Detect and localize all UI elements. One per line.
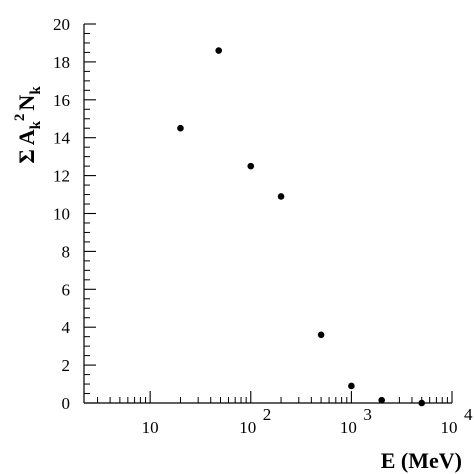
- x-tick-label: 10: [239, 418, 256, 437]
- x-axis-title: E (MeV): [381, 448, 462, 473]
- y-tick-label: 16: [53, 91, 70, 110]
- y-label-sup-2: 2: [12, 114, 28, 122]
- data-points: [177, 47, 426, 407]
- y-tick-label: 2: [62, 356, 71, 375]
- data-point: [418, 399, 426, 407]
- y-tick-label: 10: [53, 205, 70, 224]
- y-axis-ticks: 0 2 4 6 8 10 12 14 16 18 20: [53, 15, 96, 413]
- y-tick-label: 18: [53, 53, 70, 72]
- y-label-sub-k2: k: [28, 86, 44, 95]
- y-tick-label: 6: [62, 280, 71, 299]
- data-point: [348, 382, 355, 390]
- y-tick-label: 0: [62, 394, 71, 413]
- y-label-n: N: [14, 95, 39, 111]
- data-point: [277, 193, 285, 200]
- x-tick-exponent: 3: [363, 405, 372, 424]
- y-tick-label: 20: [53, 15, 70, 34]
- y-tick-label: 4: [62, 318, 71, 337]
- x-tick-label: 10: [441, 418, 458, 437]
- x-tick-label: 10: [340, 418, 357, 437]
- data-point: [378, 396, 385, 404]
- x-tick-label: 10: [142, 418, 159, 437]
- y-tick-label: 12: [53, 167, 70, 186]
- plot-frame: [83, 24, 452, 404]
- y-tick-label: 8: [62, 242, 71, 261]
- y-label-sigma: Σ: [14, 149, 39, 163]
- y-label-a: A: [14, 129, 39, 145]
- x-axis-ticks: 10 10 2 10 3 10 4: [97, 391, 473, 437]
- data-point: [247, 162, 255, 170]
- x-tick-exponent: 4: [464, 405, 473, 424]
- y-axis-title: ΣAk2Nk: [12, 86, 44, 164]
- x-tick-exponent: 2: [263, 405, 272, 424]
- data-point: [317, 331, 325, 339]
- data-point: [215, 47, 223, 54]
- data-point: [177, 124, 184, 132]
- y-label-sub-k1: k: [28, 120, 44, 129]
- y-tick-label: 14: [53, 129, 71, 148]
